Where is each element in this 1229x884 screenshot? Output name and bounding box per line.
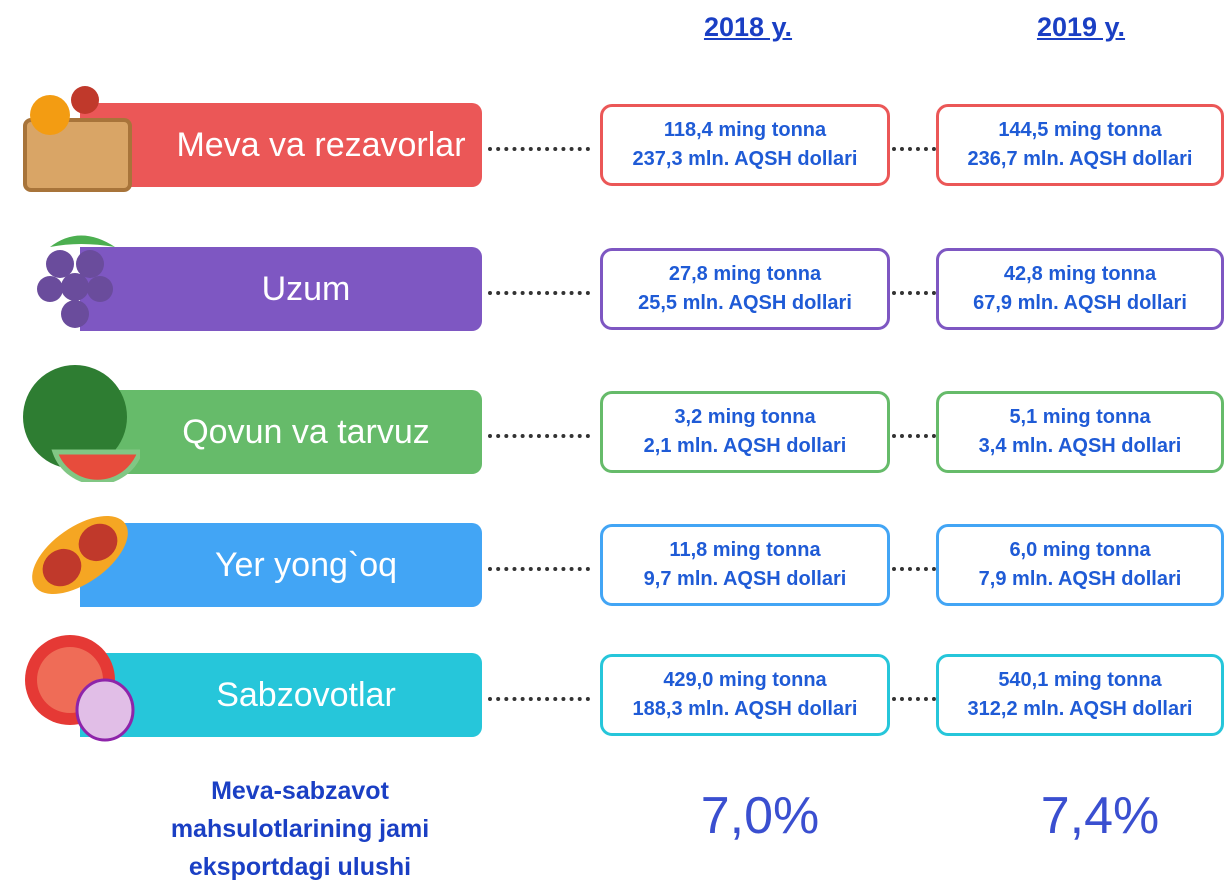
category-box: Qovun va tarvuz (80, 390, 482, 474)
value-text: 236,7 mln. AQSH dollari (968, 145, 1193, 174)
category-icon (20, 75, 140, 195)
value-text: 118,4 ming tonna (664, 116, 826, 145)
footer-line: mahsulotlarining jami (130, 810, 470, 848)
value-text: 5,1 ming tonna (1009, 403, 1150, 432)
value-text: 312,2 mln. AQSH dollari (968, 695, 1193, 724)
dotted-connector (892, 291, 936, 295)
dotted-connector (488, 567, 590, 571)
value-text: 3,2 ming tonna (674, 403, 815, 432)
footer-line: Meva-sabzavot (130, 772, 470, 810)
category-icon (20, 625, 140, 745)
value-text: 6,0 ming tonna (1009, 536, 1150, 565)
dotted-connector (892, 697, 936, 701)
category-icon (20, 362, 140, 482)
dotted-connector (488, 434, 590, 438)
share: 7,4% (1000, 786, 1200, 846)
value-text: 27,8 ming tonna (669, 260, 821, 289)
value-text: 42,8 ming tonna (1004, 260, 1156, 289)
category-icon (20, 219, 140, 339)
value-text: 237,3 mln. AQSH dollari (633, 145, 858, 174)
category-box: Sabzovotlar (80, 653, 482, 737)
value-text: 67,9 mln. AQSH dollari (973, 289, 1187, 318)
share: 7,0% (660, 786, 860, 846)
category-box: Meva va rezavorlar (80, 103, 482, 187)
value-text: 540,1 ming tonna (998, 666, 1161, 695)
footer-label: Meva-sabzavot mahsulotlarining jami eksp… (130, 772, 470, 884)
value-text: 429,0 ming tonna (663, 666, 826, 695)
value-text: 144,5 ming tonna (998, 116, 1161, 145)
dotted-connector (892, 147, 936, 151)
infographic: 2018 y. 2019 y. Meva-sabzavot mahsulotla… (0, 0, 1229, 884)
value-text: 9,7 mln. AQSH dollari (644, 565, 847, 594)
dotted-connector (892, 567, 936, 571)
value-text: 25,5 mln. AQSH dollari (638, 289, 852, 318)
value-text: 188,3 mln. AQSH dollari (633, 695, 858, 724)
category-box: Uzum (80, 247, 482, 331)
year-header: 2018 y. (648, 12, 848, 43)
value-text: 2,1 mln. AQSH dollari (644, 432, 847, 461)
value-text: 7,9 mln. AQSH dollari (979, 565, 1182, 594)
category-icon (20, 495, 140, 615)
value-text: 11,8 ming tonna (669, 536, 820, 565)
year-header: 2019 y. (981, 12, 1181, 43)
category-box: Yer yong`oq (80, 523, 482, 607)
dotted-connector (488, 697, 590, 701)
value-text: 3,4 mln. AQSH dollari (979, 432, 1182, 461)
footer-line: eksportdagi ulushi (130, 848, 470, 884)
dotted-connector (892, 434, 936, 438)
dotted-connector (488, 147, 590, 151)
dotted-connector (488, 291, 590, 295)
